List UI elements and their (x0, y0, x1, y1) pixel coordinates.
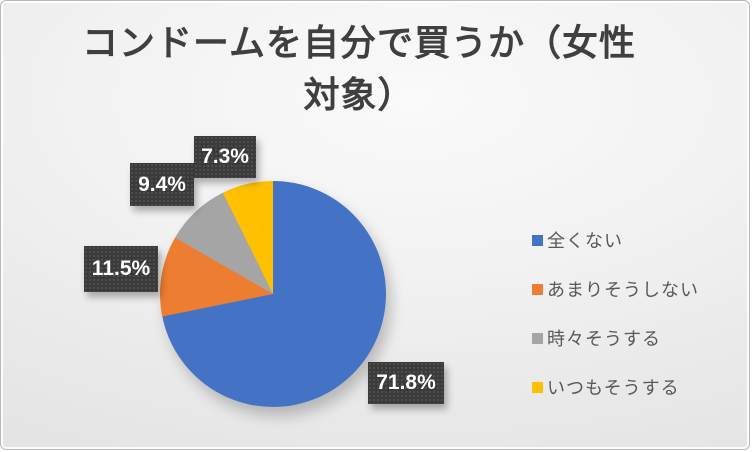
legend-swatch-yellow-icon (532, 381, 543, 393)
chart-title-line-2: 対象） (303, 74, 415, 115)
data-label-rarely: 11.5% (84, 246, 158, 292)
data-label-not-at-all: 71.8% (368, 362, 444, 404)
legend-item-not-at-all: 全くない (532, 229, 699, 251)
legend-item-rarely: あまりそうしない (532, 278, 699, 300)
legend: 全くない あまりそうしない 時々そうする いつもそうする (532, 229, 699, 398)
legend-swatch-orange-icon (532, 283, 543, 295)
legend-swatch-blue-icon (532, 234, 543, 246)
chart-title-line-1: コンドームを自分で買うか（女性 (82, 22, 636, 63)
legend-item-sometimes: 時々そうする (532, 327, 699, 349)
legend-label: あまりそうしない (547, 280, 699, 300)
data-label-always: 7.3% (194, 136, 256, 178)
legend-label: 時々そうする (547, 329, 661, 349)
legend-swatch-gray-icon (532, 332, 543, 344)
legend-label: 全くない (547, 231, 623, 251)
pie-chart (160, 181, 386, 407)
chart-title: コンドームを自分で買うか（女性 対象） (59, 17, 659, 121)
legend-label: いつもそうする (547, 378, 680, 398)
legend-item-always: いつもそうする (532, 376, 699, 398)
data-label-sometimes: 9.4% (130, 163, 194, 206)
